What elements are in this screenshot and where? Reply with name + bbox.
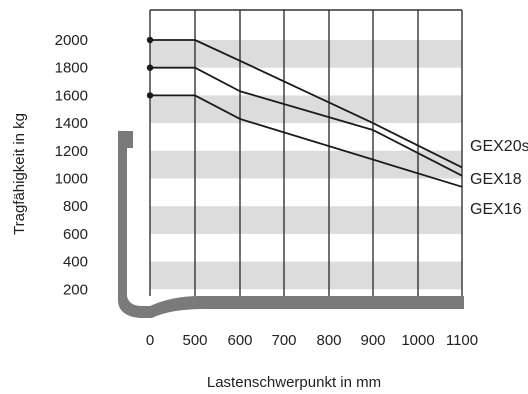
series-start-point [146,92,154,99]
y-tick-labels: 200 400 600 800 1000 1200 1400 1600 1800 2000 [55,32,88,298]
x-tick-label: 900 [360,332,385,349]
x-tick-label: 600 [227,332,252,349]
x-tick-label: 800 [316,332,341,349]
x-tick-label: 1000 [401,332,434,349]
legend-label-gex20s: GEX20s [470,138,528,155]
grid-band [150,95,462,124]
y-tick-label: 200 [63,281,88,298]
x-tick-label: 500 [182,332,207,349]
x-axis-title: Lastenschwerpunkt in mm [207,374,381,391]
grid-band [150,206,462,234]
y-tick-label: 400 [63,254,88,271]
y-tick-label: 1000 [55,171,88,188]
series-line-gex18 [150,66,463,177]
series-line-gex20s [150,39,463,169]
series-line-gex16 [150,94,463,188]
y-tick-label: 800 [63,198,88,215]
y-tick-label: 1400 [55,115,88,132]
series-legend: GEX20s GEX18 GEX16 [470,138,528,218]
y-tick-label: 1600 [55,87,88,104]
series-start-point [146,36,154,44]
legend-label-gex16: GEX16 [470,201,522,218]
y-tick-label: 1200 [55,143,88,160]
series-start-point [146,64,154,71]
x-tick-labels: 0 500 600 700 800 900 1000 1100 [146,332,478,349]
legend-label-gex18: GEX18 [470,171,522,188]
vertical-gridlines [149,9,463,296]
series-start-points [146,36,154,99]
grid-band [150,40,462,68]
y-tick-label: 600 [63,226,88,243]
series-lines [150,39,463,188]
x-tick-label: 1100 [446,332,478,349]
y-tick-label: 1800 [55,60,88,77]
grid-band [150,261,462,290]
x-tick-label: 700 [271,332,296,349]
y-tick-label: 2000 [55,32,88,49]
fork-icon [118,131,464,318]
grid-band [150,150,462,179]
y-axis-title: Tragfähigkeit in kg [11,113,28,235]
x-tick-label: 0 [146,332,154,349]
grid-bands [150,40,462,290]
